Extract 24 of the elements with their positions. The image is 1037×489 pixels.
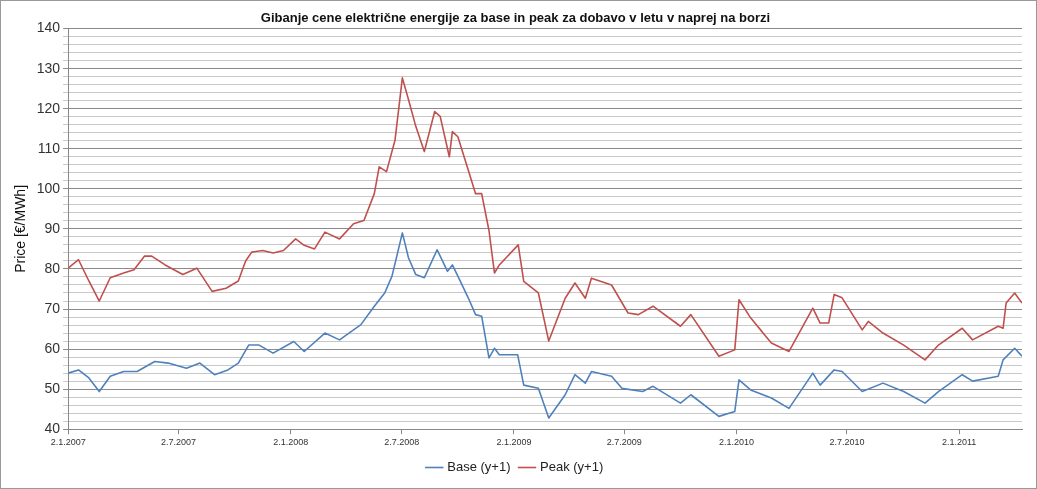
y-tick-label: 60 bbox=[44, 339, 61, 356]
y-tick-label: 90 bbox=[44, 219, 61, 236]
x-tick-label: 2.1.2011 bbox=[942, 437, 977, 448]
y-tick-label: 100 bbox=[36, 179, 61, 196]
x-tick-label: 2.7.2007 bbox=[161, 437, 197, 448]
x-tick-label: 2.7.2009 bbox=[606, 437, 642, 448]
y-axis-title: Price [€/MWh] bbox=[12, 184, 29, 273]
legend-label: Peak (y+1) bbox=[540, 459, 604, 475]
y-tick-label: 50 bbox=[44, 380, 61, 396]
legend-label: Base (y+1) bbox=[447, 459, 511, 475]
y-tick-label: 120 bbox=[36, 99, 61, 116]
x-tick-label: 2.1.2008 bbox=[273, 437, 309, 448]
x-tick-label: 2.1.2010 bbox=[719, 437, 755, 448]
y-tick-label: 140 bbox=[36, 19, 61, 36]
x-tick-label: 2.7.2010 bbox=[829, 437, 865, 448]
y-tick-label: 80 bbox=[44, 259, 61, 276]
y-tick-label: 40 bbox=[44, 420, 61, 437]
y-tick-label: 130 bbox=[36, 59, 61, 76]
y-tick-label: 70 bbox=[44, 299, 61, 316]
chart-title: Gibanje cene električne energije za base in peak za dobavo v letu v naprej na borzi bbox=[260, 10, 771, 26]
x-tick-label: 2.1.2009 bbox=[496, 437, 532, 448]
y-tick-label: 110 bbox=[37, 139, 61, 156]
x-tick-label: 2.1.2007 bbox=[50, 437, 86, 448]
x-tick-label: 2.7.2008 bbox=[384, 437, 420, 448]
